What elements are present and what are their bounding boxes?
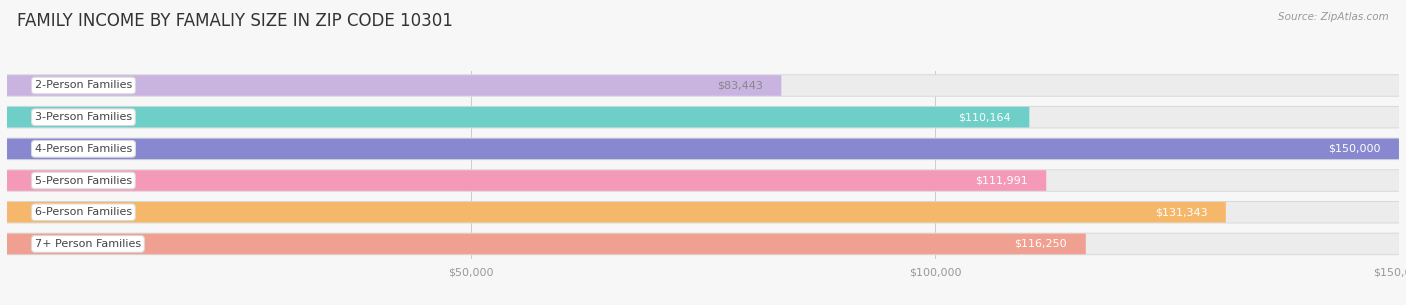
FancyBboxPatch shape [7, 107, 1399, 127]
FancyBboxPatch shape [7, 75, 1399, 96]
Text: 6-Person Families: 6-Person Families [35, 207, 132, 217]
Text: $83,443: $83,443 [717, 81, 763, 91]
FancyBboxPatch shape [7, 234, 1085, 254]
FancyBboxPatch shape [7, 234, 1399, 254]
Text: 4-Person Families: 4-Person Families [35, 144, 132, 154]
FancyBboxPatch shape [7, 106, 1399, 128]
Text: 5-Person Families: 5-Person Families [35, 176, 132, 185]
FancyBboxPatch shape [7, 201, 1399, 224]
Text: $111,991: $111,991 [974, 176, 1028, 185]
Text: Source: ZipAtlas.com: Source: ZipAtlas.com [1278, 12, 1389, 22]
Text: FAMILY INCOME BY FAMALIY SIZE IN ZIP CODE 10301: FAMILY INCOME BY FAMALIY SIZE IN ZIP COD… [17, 12, 453, 30]
FancyBboxPatch shape [7, 169, 1399, 192]
Text: 7+ Person Families: 7+ Person Families [35, 239, 141, 249]
FancyBboxPatch shape [7, 202, 1399, 223]
Text: $110,164: $110,164 [957, 112, 1011, 122]
FancyBboxPatch shape [7, 74, 1399, 97]
FancyBboxPatch shape [7, 138, 1399, 160]
Text: $150,000: $150,000 [1327, 144, 1381, 154]
FancyBboxPatch shape [7, 138, 1399, 159]
Text: $116,250: $116,250 [1015, 239, 1067, 249]
FancyBboxPatch shape [7, 170, 1046, 191]
FancyBboxPatch shape [7, 202, 1226, 223]
FancyBboxPatch shape [7, 233, 1399, 255]
FancyBboxPatch shape [7, 138, 1399, 159]
FancyBboxPatch shape [7, 107, 1029, 127]
Text: 3-Person Families: 3-Person Families [35, 112, 132, 122]
Text: 2-Person Families: 2-Person Families [35, 81, 132, 91]
FancyBboxPatch shape [7, 170, 1399, 191]
FancyBboxPatch shape [7, 75, 782, 96]
Text: $131,343: $131,343 [1154, 207, 1208, 217]
